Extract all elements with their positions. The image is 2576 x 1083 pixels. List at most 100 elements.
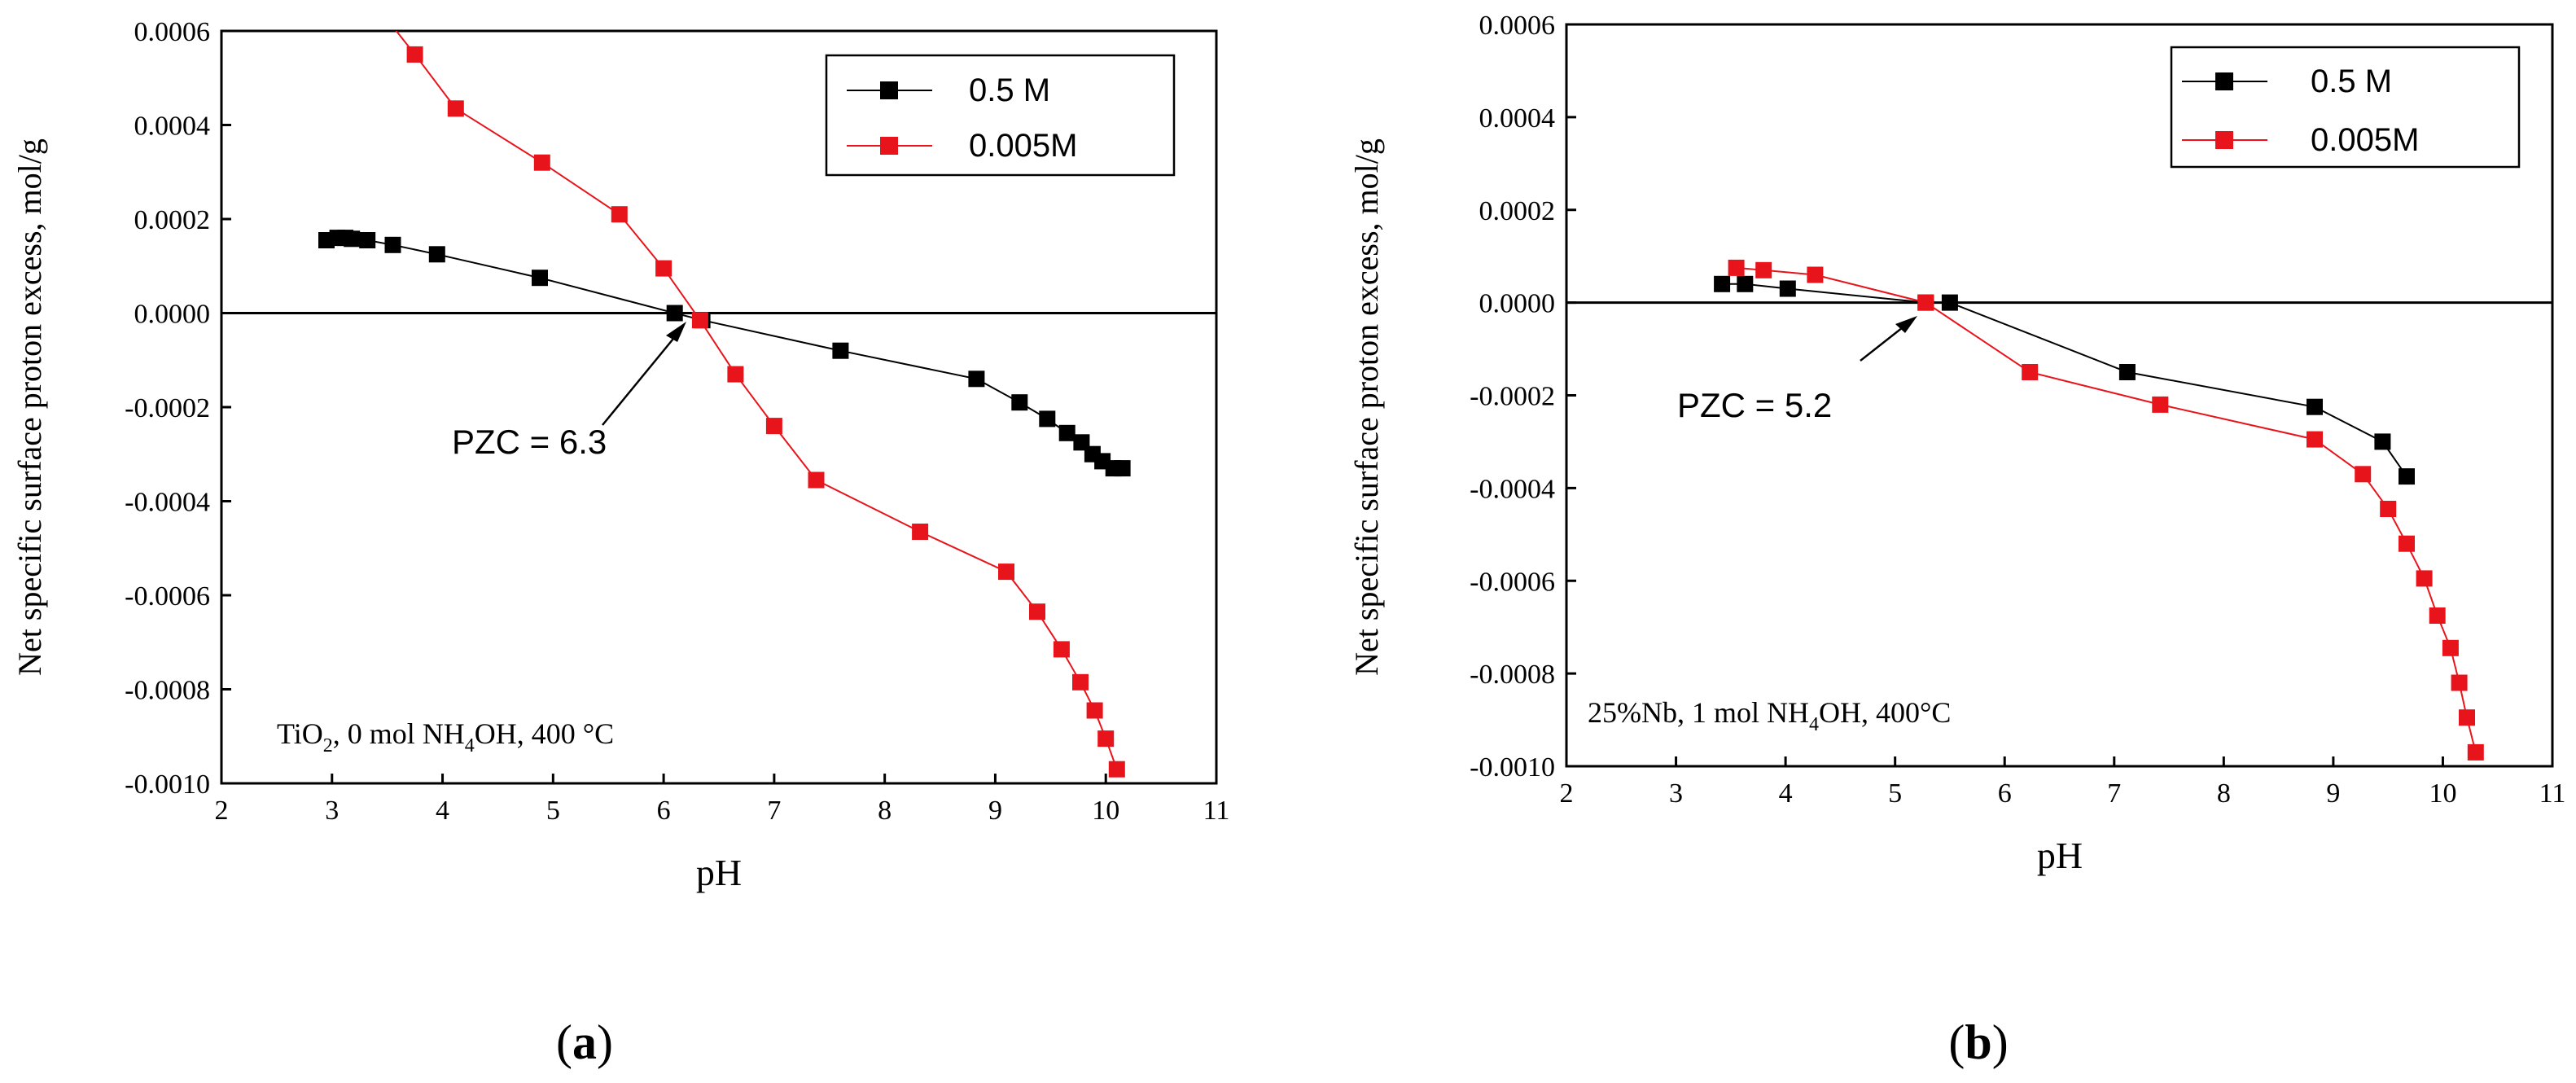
data-point (912, 524, 929, 540)
x-tick-label: 5 (1888, 778, 1902, 809)
y-axis-title: Net specific surface proton excess, mol/… (11, 138, 48, 676)
x-tick-label: 4 (436, 796, 449, 826)
x-tick-label: 7 (2107, 778, 2121, 809)
data-point (1779, 280, 1796, 297)
data-point (384, 236, 401, 253)
y-tick-label: 0.0004 (134, 112, 211, 142)
data-point (366, 0, 382, 11)
legend: 0.5 M 0.005M (2170, 46, 2521, 169)
panel-b: 2 3 4 5 6 7 8 9 10 11 -0.0010 -0.0008 -0.0006 -0.0004… (1348, 11, 2565, 1069)
x-tick-label: 8 (878, 796, 892, 826)
legend-label-0: 0.5 M (969, 72, 1050, 108)
pzc-annotation: PZC = 6.3 (452, 423, 607, 461)
legend-label-1: 0.005M (2311, 122, 2419, 158)
data-point (447, 100, 464, 117)
x-tick-label: 10 (2429, 778, 2456, 809)
legend-marker-0 (880, 81, 898, 99)
data-point (2355, 466, 2372, 483)
legend-marker-1 (2215, 131, 2233, 149)
data-point (2307, 398, 2323, 415)
x-tick-label: 9 (2326, 778, 2340, 809)
data-point (832, 342, 849, 359)
data-point (1714, 275, 1731, 292)
y-tick-label: -0.0006 (125, 581, 210, 612)
data-point (2399, 468, 2415, 485)
data-point (1807, 266, 1824, 283)
data-point (1029, 603, 1045, 620)
data-point (1039, 410, 1056, 428)
data-point (428, 246, 445, 263)
data-point (1053, 641, 1070, 658)
data-point (2118, 364, 2136, 380)
data-point (1097, 730, 1115, 748)
x-tick-label: 8 (2217, 778, 2231, 809)
x-tick-label: 4 (1779, 778, 1793, 809)
condition-label: 25%Nb, 1 mol NH4OH, 400°C (1588, 696, 1951, 735)
x-axis-title: pH (2037, 835, 2083, 876)
x-tick-label: 6 (1998, 778, 2012, 809)
data-point (2442, 639, 2459, 656)
data-point (691, 312, 708, 329)
y-axis-title: Net specific surface proton excess, mol/… (1348, 138, 1385, 676)
x-tick-label: 9 (988, 796, 1002, 826)
pzc-annotation: PZC = 5.2 (1677, 386, 1832, 424)
data-point (1086, 702, 1103, 719)
data-point (2022, 364, 2039, 380)
legend: 0.5 M 0.005M (825, 54, 1176, 177)
data-point (2374, 433, 2391, 450)
data-point (2399, 535, 2415, 552)
y-tick-label: -0.0010 (125, 770, 210, 800)
legend-box (825, 54, 1176, 177)
y-tick-label: -0.0004 (1470, 474, 1555, 504)
data-point (1011, 394, 1028, 411)
data-point (2429, 607, 2446, 624)
legend-label-1: 0.005M (969, 128, 1077, 164)
y-tick-label: 0.0004 (1479, 103, 1556, 134)
y-tick-label: 0.0000 (134, 300, 211, 330)
x-tick-label: 2 (215, 796, 229, 826)
y-tick-label: -0.0006 (1470, 567, 1555, 597)
data-point (727, 366, 744, 383)
data-point (406, 46, 423, 63)
series-line-0 (326, 237, 1123, 470)
data-point (1737, 275, 1754, 292)
legend-marker-1 (880, 137, 898, 155)
data-point (611, 206, 628, 223)
data-point (532, 270, 548, 287)
data-point (655, 260, 672, 277)
data-point (533, 154, 550, 171)
data-point (1917, 294, 1934, 311)
y-tick-label: -0.0002 (125, 393, 210, 423)
data-point (2467, 743, 2484, 761)
x-tick-label: 7 (767, 796, 781, 826)
x-tick-label: 11 (2539, 778, 2566, 809)
data-point (2451, 674, 2468, 691)
y-tick-label: -0.0010 (1470, 752, 1555, 783)
data-point (2416, 570, 2433, 587)
series-line-1 (1736, 266, 2477, 753)
y-tick-label: 0.0002 (134, 205, 211, 235)
y-tick-label: 0.0002 (1479, 196, 1556, 226)
x-tick-label: 2 (1560, 778, 1574, 809)
data-point (666, 305, 683, 322)
data-point (2152, 396, 2169, 413)
data-point (344, 230, 361, 248)
pzc-arrow-head-icon (1895, 316, 1917, 333)
data-point (1755, 261, 1772, 278)
pzc-arrow-head-icon (666, 322, 686, 342)
x-tick-label: 3 (325, 796, 339, 826)
data-point (1728, 259, 1745, 276)
data-point (765, 418, 782, 435)
data-point (1941, 294, 1958, 311)
data-point (359, 232, 376, 248)
panel-label-b: (b) (1948, 1015, 2008, 1069)
condition-label: TiO2, 0 mol NH4OH, 400 °C (277, 717, 614, 756)
x-axis-title: pH (696, 852, 742, 893)
data-point (998, 563, 1014, 581)
legend-label-0: 0.5 M (2311, 64, 2392, 99)
panel-a: 2 3 4 5 6 7 8 9 10 11 -0.0010 -0.0008 -0.0006 -0.0004… (11, 0, 1229, 1069)
y-tick-label: 0.0006 (134, 17, 211, 47)
pzc-arrow-line (602, 329, 681, 426)
data-point (968, 370, 985, 388)
